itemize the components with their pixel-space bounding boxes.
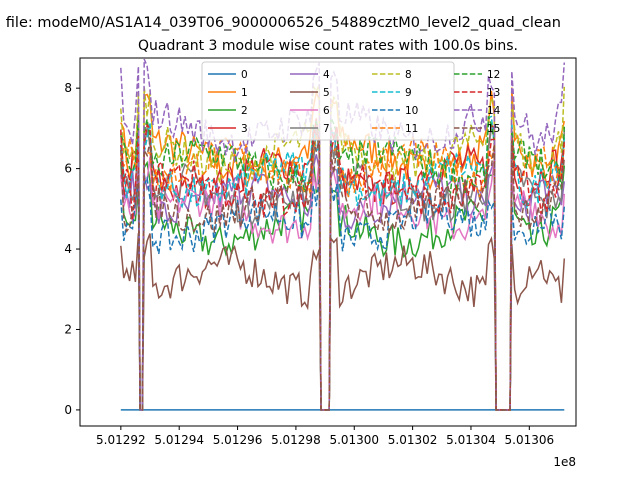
y-tick-label: 2 <box>64 322 72 336</box>
legend-label-12: 12 <box>487 69 500 81</box>
legend-label-1: 1 <box>241 87 248 99</box>
x-tick-label: 5.01300 <box>329 433 379 447</box>
legend-label-6: 6 <box>323 105 330 117</box>
series-line-10 <box>120 175 566 411</box>
series-line-15 <box>120 139 566 411</box>
x-offset-label: 1e8 <box>553 455 576 469</box>
x-axis: 5.01292 5.01294 5.01296 5.01298 5.01300 5.013… <box>96 426 554 447</box>
x-tick-label: 5.01292 <box>96 433 146 447</box>
chart-suptitle: n file: modeM0/AS1A14_039T06_9000006526_… <box>0 15 561 31</box>
series-line-14 <box>120 58 566 411</box>
y-tick-label: 4 <box>64 242 72 256</box>
legend-label-2: 2 <box>241 105 248 117</box>
x-tick-label: 5.01294 <box>154 433 204 447</box>
chart-title: Quadrant 3 module wise count rates with … <box>138 38 518 54</box>
x-tick-label: 5.01302 <box>388 433 438 447</box>
legend-label-15: 15 <box>487 123 500 135</box>
series-line-9 <box>120 115 566 411</box>
legend-label-10: 10 <box>405 105 418 117</box>
x-tick-label: 5.01306 <box>505 433 555 447</box>
legend-label-8: 8 <box>405 69 412 81</box>
x-tick-label: 5.01298 <box>271 433 321 447</box>
legend-box <box>201 61 455 141</box>
plot-frame <box>79 57 577 427</box>
legend-label-3: 3 <box>241 123 248 135</box>
legend-label-5: 5 <box>323 87 330 99</box>
legend-label-11: 11 <box>405 123 418 135</box>
y-tick-label: 8 <box>64 81 72 95</box>
legend-label-9: 9 <box>405 87 412 99</box>
legend-label-14: 14 <box>487 105 501 117</box>
legend-label-4: 4 <box>323 69 330 81</box>
legend-label-7: 7 <box>323 123 330 135</box>
y-axis: 0 2 4 6 8 <box>64 81 80 417</box>
x-tick-label: 5.01304 <box>446 433 496 447</box>
legend-label-0: 0 <box>241 69 248 81</box>
legend-label-13: 13 <box>487 87 500 99</box>
y-tick-label: 0 <box>64 403 72 417</box>
series-line-5 <box>120 233 566 411</box>
y-tick-label: 6 <box>64 162 72 176</box>
x-tick-label: 5.01296 <box>213 433 263 447</box>
